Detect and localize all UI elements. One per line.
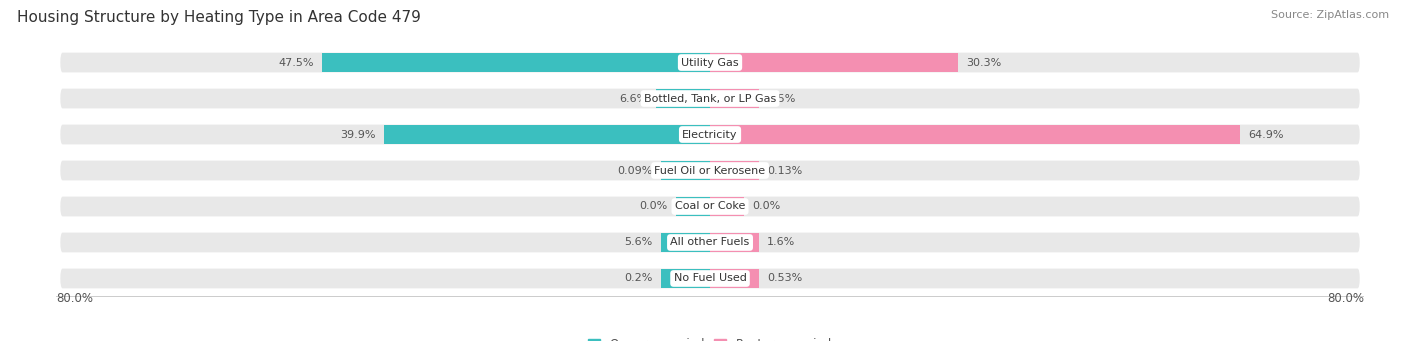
Bar <box>661 269 710 288</box>
Bar <box>657 89 710 108</box>
Text: 80.0%: 80.0% <box>56 292 93 305</box>
Bar <box>710 161 759 180</box>
Bar <box>710 233 759 252</box>
Text: Bottled, Tank, or LP Gas: Bottled, Tank, or LP Gas <box>644 93 776 104</box>
Text: 0.0%: 0.0% <box>640 202 668 211</box>
Bar <box>661 233 710 252</box>
Bar <box>710 269 759 288</box>
Text: Housing Structure by Heating Type in Area Code 479: Housing Structure by Heating Type in Are… <box>17 10 420 25</box>
Text: Fuel Oil or Kerosene: Fuel Oil or Kerosene <box>654 165 766 176</box>
Text: All other Fuels: All other Fuels <box>671 237 749 248</box>
Bar <box>710 53 957 72</box>
Bar <box>661 161 710 180</box>
Text: 5.6%: 5.6% <box>624 237 652 248</box>
FancyBboxPatch shape <box>60 124 1360 144</box>
Text: 1.6%: 1.6% <box>768 237 796 248</box>
FancyBboxPatch shape <box>60 89 1360 108</box>
Text: 47.5%: 47.5% <box>278 58 314 68</box>
Text: 0.53%: 0.53% <box>768 273 803 283</box>
Text: 64.9%: 64.9% <box>1249 130 1284 139</box>
FancyBboxPatch shape <box>60 233 1360 252</box>
Text: 80.0%: 80.0% <box>1327 292 1364 305</box>
Text: Electricity: Electricity <box>682 130 738 139</box>
Bar <box>322 53 710 72</box>
Text: 39.9%: 39.9% <box>340 130 375 139</box>
Text: 0.09%: 0.09% <box>617 165 652 176</box>
FancyBboxPatch shape <box>60 269 1360 288</box>
Text: No Fuel Used: No Fuel Used <box>673 273 747 283</box>
FancyBboxPatch shape <box>60 197 1360 217</box>
Bar <box>710 89 759 108</box>
FancyBboxPatch shape <box>60 53 1360 72</box>
Text: 0.0%: 0.0% <box>752 202 780 211</box>
Bar <box>384 124 710 144</box>
Text: Utility Gas: Utility Gas <box>682 58 738 68</box>
FancyBboxPatch shape <box>60 161 1360 180</box>
Text: 30.3%: 30.3% <box>966 58 1001 68</box>
Legend: Owner-occupied, Renter-occupied: Owner-occupied, Renter-occupied <box>588 338 832 341</box>
Text: 2.5%: 2.5% <box>768 93 796 104</box>
Text: 0.13%: 0.13% <box>768 165 803 176</box>
Bar <box>710 197 744 217</box>
Text: 6.6%: 6.6% <box>620 93 648 104</box>
Bar <box>710 124 1240 144</box>
Text: Source: ZipAtlas.com: Source: ZipAtlas.com <box>1271 10 1389 20</box>
Bar <box>676 197 710 217</box>
Text: Coal or Coke: Coal or Coke <box>675 202 745 211</box>
Text: 0.2%: 0.2% <box>624 273 652 283</box>
